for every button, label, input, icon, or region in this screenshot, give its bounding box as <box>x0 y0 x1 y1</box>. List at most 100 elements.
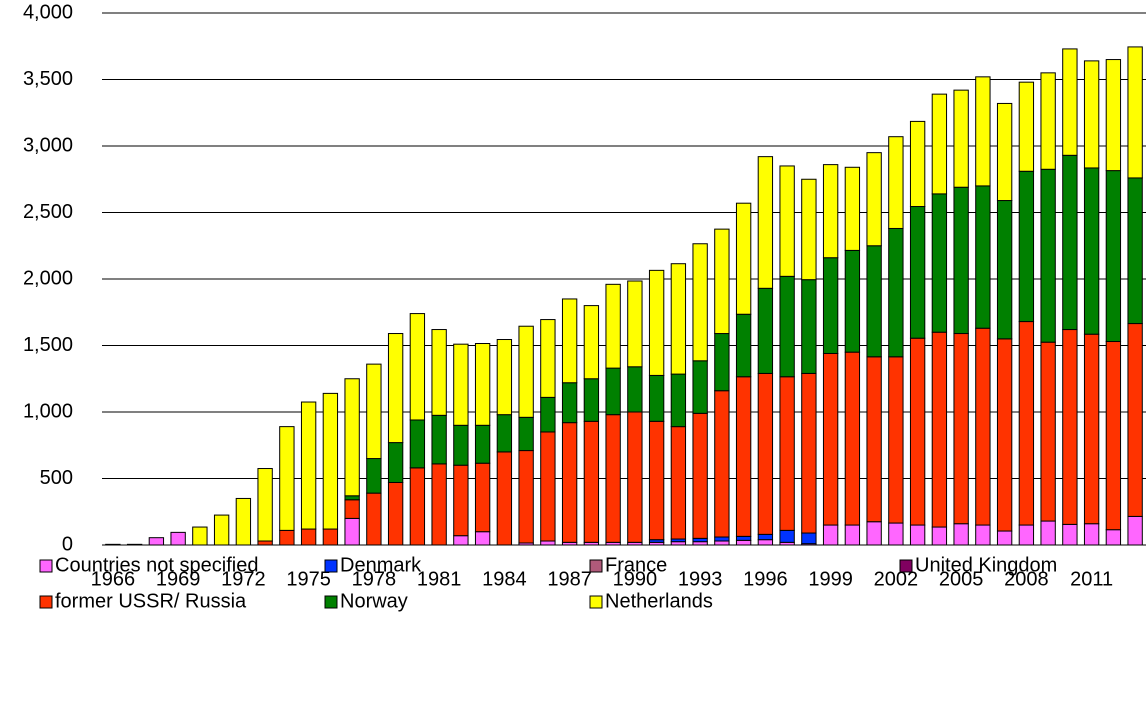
bar-segment <box>801 372 817 534</box>
bar-segment <box>474 343 491 426</box>
bar-segment <box>975 524 991 546</box>
bar-segment <box>779 376 795 531</box>
bar-segment <box>866 521 882 546</box>
x-tick-label: 1984 <box>482 568 527 590</box>
bar-segment <box>474 424 491 464</box>
legend-swatch <box>39 595 53 609</box>
bar-segment <box>192 526 208 546</box>
legend-swatch <box>899 559 913 573</box>
bar-segment <box>605 414 621 543</box>
bar-segment <box>518 450 534 544</box>
y-tick-label: 1,000 <box>23 400 73 422</box>
bar-segment <box>822 164 839 259</box>
bar-segment <box>561 422 578 543</box>
bar-segment <box>735 539 752 546</box>
x-tick-label: 1996 <box>743 568 788 590</box>
bar-segment <box>605 367 621 416</box>
bar-segment <box>561 298 578 384</box>
legend-label: Countries not specified <box>55 554 258 576</box>
bar-segment <box>757 539 774 546</box>
y-tick-label: 0 <box>62 533 73 555</box>
bar-segment <box>409 419 426 469</box>
bar-segment <box>714 536 730 542</box>
bar-segment <box>844 249 861 353</box>
bar-segment <box>735 535 752 541</box>
bar-segment <box>518 416 534 452</box>
legend-label: France <box>605 554 667 576</box>
bar-segment <box>996 530 1013 546</box>
x-tick-label: 1978 <box>352 568 397 590</box>
bar-segment <box>714 390 730 538</box>
bar-segment <box>453 464 469 537</box>
bar-segment <box>1018 170 1035 323</box>
bar-segment <box>931 331 948 528</box>
legend-swatch <box>589 559 603 573</box>
bar-segment <box>1018 524 1035 546</box>
bar-segment <box>540 396 556 433</box>
bar-segment <box>735 202 752 315</box>
bar-segment <box>387 481 404 546</box>
y-tick-label: 4,000 <box>23 1 73 23</box>
bar-segment <box>409 313 426 421</box>
bar-segment <box>888 356 904 524</box>
y-tick-label: 3,500 <box>23 68 73 90</box>
bar-segment <box>496 451 513 546</box>
bar-segment <box>866 152 882 247</box>
bar-segment <box>518 325 534 418</box>
bar-segment <box>953 523 969 546</box>
x-tick-label: 1999 <box>808 568 853 590</box>
bar-segment <box>431 329 447 416</box>
x-tick-label: 1975 <box>286 568 331 590</box>
bar-segment <box>757 372 774 535</box>
bar-segment <box>387 442 404 483</box>
bar-segment <box>844 166 861 251</box>
bar-segment <box>257 540 273 546</box>
bar-segment <box>279 426 295 531</box>
bar-segment <box>931 526 948 546</box>
bar-segment <box>1105 341 1122 531</box>
y-tick-label: 3,000 <box>23 134 73 156</box>
x-tick-label: 2002 <box>874 568 919 590</box>
legend-label: United Kingdom <box>915 554 1057 576</box>
bar-segment <box>1062 154 1078 331</box>
bar-segment <box>779 165 795 277</box>
x-tick-label: 2011 <box>1070 568 1113 590</box>
bar-segment <box>1040 168 1056 343</box>
bar-segment <box>474 531 491 546</box>
bar-segment <box>235 497 252 546</box>
x-tick-label: 2008 <box>1004 568 1049 590</box>
bar-segment <box>627 280 643 368</box>
bar-segment <box>975 327 991 526</box>
bar-segment <box>496 414 513 453</box>
bar-segment <box>344 495 360 501</box>
bar-segment <box>344 499 360 519</box>
bar-segment <box>1040 341 1056 522</box>
bar-segment <box>344 378 360 497</box>
bar-segment <box>540 431 556 542</box>
bar-segment <box>648 374 665 422</box>
legend-label: Netherlands <box>605 590 713 612</box>
bar-segment <box>888 136 904 229</box>
bar-segment <box>605 283 621 369</box>
bar-segment <box>844 524 861 546</box>
y-tick-label: 500 <box>40 467 73 489</box>
bar-segment <box>1105 529 1122 546</box>
bar-segment <box>431 463 447 546</box>
x-tick-label: 1972 <box>221 568 266 590</box>
bar-segment <box>583 420 600 543</box>
bar-segment <box>888 522 904 546</box>
bar-segment <box>996 102 1013 202</box>
bar-segment <box>909 524 926 546</box>
bar-segment <box>583 378 600 422</box>
x-tick-label: 2005 <box>939 568 984 590</box>
bar-segment <box>801 532 817 545</box>
bar-segment <box>801 178 817 281</box>
y-tick-label: 2,500 <box>23 201 73 223</box>
bar-segment <box>1062 329 1078 525</box>
bar-segment <box>453 424 469 466</box>
bar-segment <box>909 120 926 208</box>
x-tick-label: 1993 <box>678 568 723 590</box>
bar-segment <box>1018 321 1035 526</box>
bar-segment <box>1083 167 1100 335</box>
